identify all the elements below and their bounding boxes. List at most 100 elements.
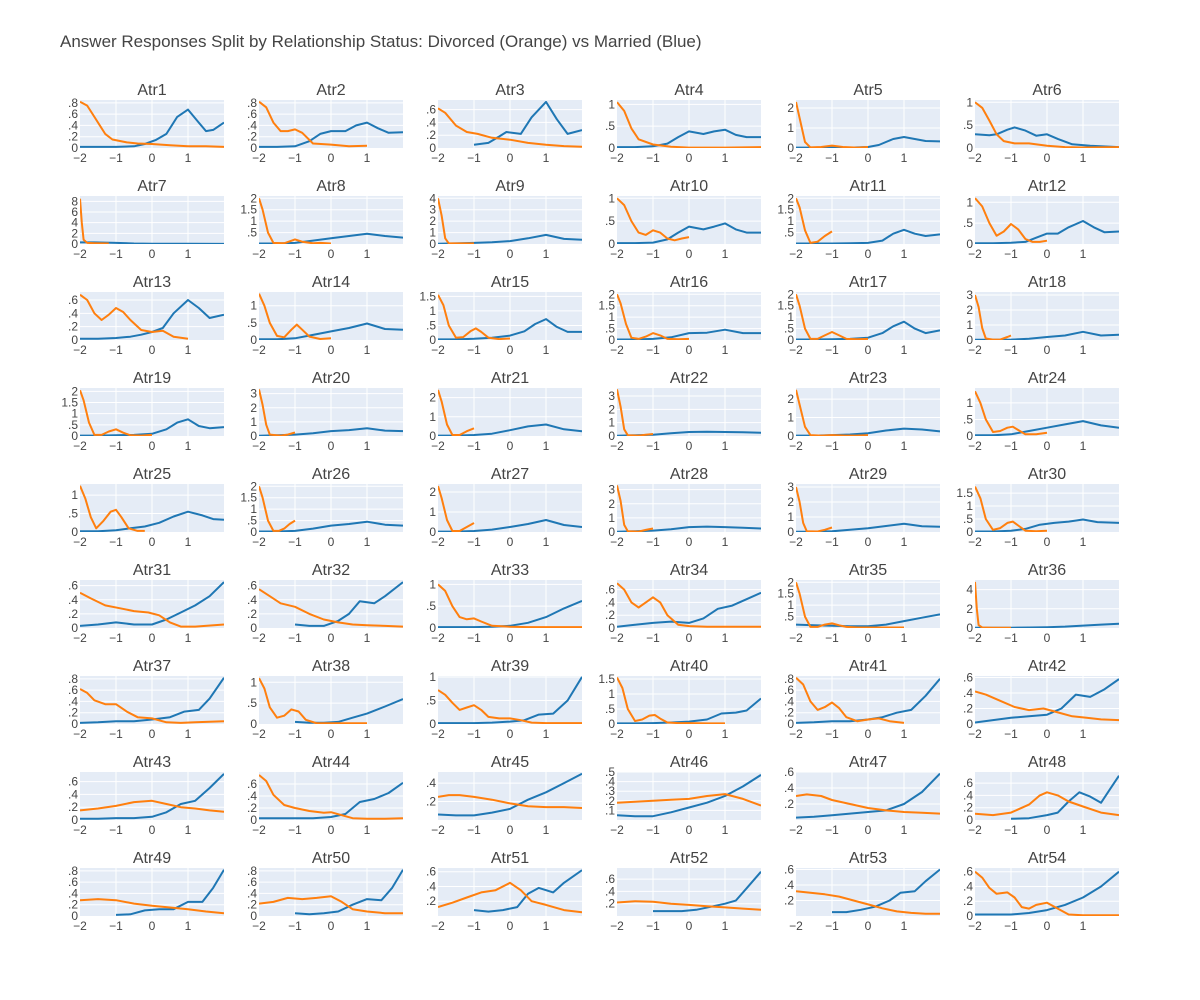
divorced-line bbox=[975, 690, 1119, 722]
y-tick-label: 0 bbox=[966, 813, 973, 827]
subplot-title: Atr33 bbox=[491, 562, 529, 579]
y-tick-label: 2 bbox=[787, 287, 794, 301]
divorced-line bbox=[438, 881, 582, 914]
y-tick-label: 2 bbox=[608, 287, 615, 301]
x-tick-label: 1 bbox=[364, 823, 371, 837]
divorced-line bbox=[975, 791, 1119, 817]
x-tick-label: −1 bbox=[288, 631, 302, 645]
x-tick-label: −1 bbox=[1004, 247, 1018, 261]
divorced-line bbox=[80, 799, 224, 813]
y-tick-label: .5 bbox=[605, 214, 615, 228]
subplot-title: Atr26 bbox=[312, 466, 350, 483]
x-tick-label: 1 bbox=[185, 727, 192, 741]
x-tick-label: 0 bbox=[686, 535, 693, 549]
x-tick-label: 0 bbox=[328, 343, 335, 357]
x-tick-label: −1 bbox=[646, 439, 660, 453]
y-tick-label: .6 bbox=[426, 103, 436, 117]
x-tick-label: −1 bbox=[109, 919, 123, 933]
divorced-line bbox=[975, 486, 1048, 532]
y-tick-label: .2 bbox=[68, 320, 78, 334]
y-tick-label: .3 bbox=[605, 784, 615, 798]
x-tick-label: −2 bbox=[73, 247, 87, 261]
married-line bbox=[259, 520, 403, 532]
y-tick-label: .5 bbox=[68, 507, 78, 521]
married-line bbox=[617, 328, 761, 340]
x-tick-label: 1 bbox=[543, 151, 550, 165]
subplot-title: Atr43 bbox=[133, 754, 171, 771]
divorced-line bbox=[259, 895, 403, 915]
x-tick-label: 0 bbox=[686, 919, 693, 933]
y-tick-label: 0 bbox=[966, 621, 973, 635]
y-tick-label: 3 bbox=[250, 387, 257, 401]
y-tick-label: .4 bbox=[784, 878, 794, 892]
x-tick-label: −1 bbox=[109, 439, 123, 453]
x-tick-label: −1 bbox=[1004, 823, 1018, 837]
y-tick-label: .2 bbox=[68, 130, 78, 144]
y-tick-label: 0 bbox=[250, 525, 257, 539]
x-tick-label: 1 bbox=[364, 919, 371, 933]
divorced-line bbox=[975, 390, 1048, 436]
x-tick-label: 0 bbox=[686, 343, 693, 357]
x-tick-label: 1 bbox=[1080, 727, 1087, 741]
x-tick-label: 1 bbox=[543, 247, 550, 261]
x-tick-label: 0 bbox=[1044, 631, 1051, 645]
subplot-title: Atr14 bbox=[312, 274, 350, 291]
y-tick-label: 0 bbox=[608, 525, 615, 539]
x-tick-label: −1 bbox=[288, 535, 302, 549]
subplot-title: Atr24 bbox=[1028, 370, 1066, 387]
y-tick-label: 0 bbox=[250, 909, 257, 923]
x-tick-label: −1 bbox=[288, 247, 302, 261]
married-line bbox=[80, 299, 224, 340]
y-tick-label: .8 bbox=[68, 96, 78, 110]
divorced-line bbox=[975, 197, 1048, 243]
y-tick-label: 3 bbox=[787, 480, 794, 494]
y-tick-label: .2 bbox=[68, 800, 78, 814]
x-tick-label: 1 bbox=[901, 535, 908, 549]
divorced-line bbox=[438, 485, 475, 532]
divorced-line bbox=[259, 197, 332, 244]
y-tick-label: 1 bbox=[787, 510, 794, 524]
y-tick-label: .5 bbox=[605, 119, 615, 133]
x-tick-label: −1 bbox=[646, 823, 660, 837]
x-tick-label: −1 bbox=[109, 247, 123, 261]
married-line bbox=[975, 518, 1119, 532]
divorced-line bbox=[617, 677, 725, 724]
y-tick-label: 4 bbox=[71, 216, 78, 230]
y-tick-label: .5 bbox=[247, 696, 257, 710]
subplot-title: Atr41 bbox=[849, 658, 887, 675]
x-tick-label: −2 bbox=[431, 631, 445, 645]
y-tick-label: 0 bbox=[608, 237, 615, 251]
y-tick-label: .5 bbox=[426, 693, 436, 707]
y-tick-label: 2 bbox=[966, 602, 973, 616]
x-tick-label: −2 bbox=[252, 247, 266, 261]
married-line bbox=[832, 868, 940, 914]
divorced-line bbox=[438, 107, 582, 148]
y-tick-label: .5 bbox=[605, 765, 615, 779]
x-tick-label: 0 bbox=[149, 631, 156, 645]
subplot-title: Atr36 bbox=[1028, 562, 1066, 579]
x-tick-label: 0 bbox=[1044, 727, 1051, 741]
x-tick-label: 0 bbox=[507, 919, 514, 933]
x-tick-label: 1 bbox=[185, 535, 192, 549]
subplot-title: Atr16 bbox=[670, 274, 708, 291]
divorced-line bbox=[617, 101, 761, 148]
divorced-line bbox=[80, 688, 224, 724]
x-tick-label: 1 bbox=[185, 919, 192, 933]
x-tick-label: 0 bbox=[865, 823, 872, 837]
y-tick-label: .5 bbox=[426, 599, 436, 613]
married-line bbox=[796, 136, 940, 148]
y-tick-label: 1 bbox=[250, 502, 257, 516]
x-tick-label: −2 bbox=[610, 535, 624, 549]
x-tick-label: 0 bbox=[865, 535, 872, 549]
x-tick-label: −1 bbox=[467, 247, 481, 261]
x-tick-label: −2 bbox=[789, 823, 803, 837]
x-tick-label: −1 bbox=[1004, 919, 1018, 933]
y-tick-label: 1 bbox=[787, 598, 794, 612]
married-line bbox=[975, 420, 1119, 436]
x-tick-label: −2 bbox=[431, 535, 445, 549]
